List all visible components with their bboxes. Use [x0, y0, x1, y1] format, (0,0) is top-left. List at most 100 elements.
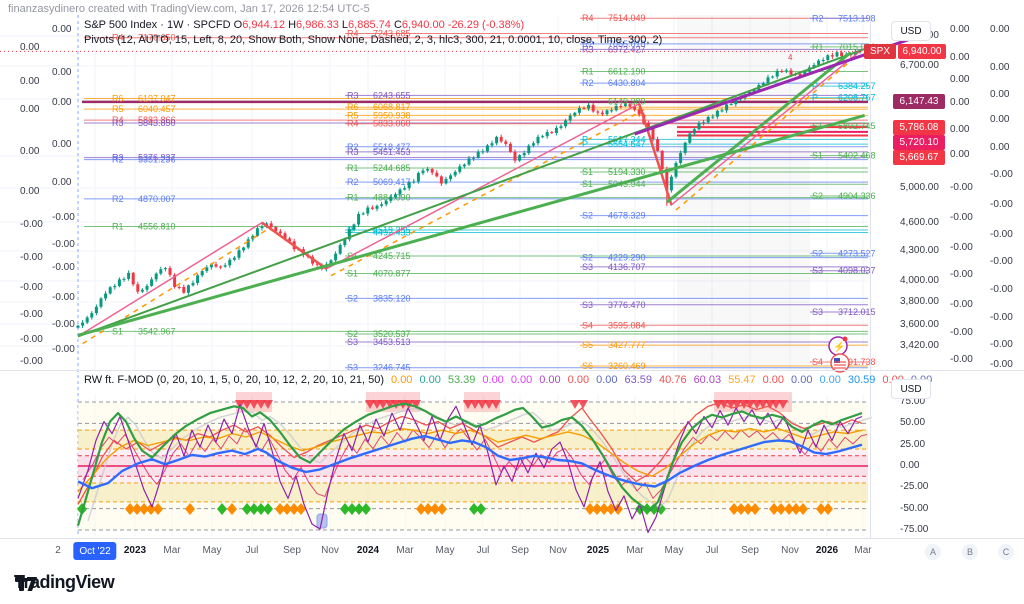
time-tick[interactable]: Jul — [705, 545, 719, 556]
time-tick[interactable]: Sep — [283, 545, 301, 556]
svg-text:R4: R4 — [582, 13, 594, 23]
last-price-badge: 6,940.00 — [898, 43, 946, 59]
time-tick[interactable]: May — [664, 545, 684, 556]
svg-text:R3: R3 — [347, 147, 359, 157]
time-tick[interactable]: 2023 — [123, 545, 147, 556]
svg-text:R2: R2 — [582, 39, 594, 49]
svg-text:S3: S3 — [582, 300, 593, 310]
svg-text:7243.685: 7243.685 — [373, 29, 411, 39]
indicator-title[interactable]: RW ft. F-MOD (0, 20, 10, 1, 5, 0, 20, 10… — [84, 374, 385, 386]
time-tick-partial[interactable]: 2 — [55, 545, 61, 556]
svg-text:S6: S6 — [582, 361, 593, 371]
price-tick[interactable]: 3,800.00 — [900, 296, 939, 308]
svg-text:3260.469: 3260.469 — [608, 361, 646, 371]
time-tick[interactable]: May — [435, 545, 455, 556]
zero-value-label: -0.00 — [990, 359, 1013, 370]
price-level-badge: 5,720.10 — [893, 135, 945, 150]
price-tick[interactable]: 3,600.00 — [900, 318, 939, 330]
svg-text:R4: R4 — [112, 115, 124, 125]
symbol-title[interactable]: S&P 500 Index — [84, 19, 158, 31]
zero-value-label: 0.00 — [20, 42, 40, 53]
price-tick[interactable]: 3,420.00 — [900, 340, 939, 352]
svg-text:3291.738: 3291.738 — [838, 357, 876, 367]
svg-text:R6: R6 — [347, 102, 359, 112]
main-legend[interactable]: S&P 500 Index · 1W · SPCFD O6,944.12 H6,… — [84, 19, 662, 46]
time-tick[interactable]: 2025 — [586, 545, 610, 556]
svg-text:S2: S2 — [812, 248, 823, 258]
indicator-tick[interactable]: -25.00 — [900, 481, 929, 493]
svg-text:4556.810: 4556.810 — [138, 222, 176, 232]
tradingview-logo[interactable]: TradingView — [14, 572, 115, 593]
time-tick[interactable]: Nov — [781, 545, 799, 556]
svg-text:R1: R1 — [112, 222, 124, 232]
time-tick[interactable]: Nov — [321, 545, 339, 556]
indicator-tick[interactable]: 25.00 — [900, 438, 926, 450]
indicator-tick[interactable]: 50.00 — [900, 417, 926, 429]
svg-text:4245.715: 4245.715 — [373, 251, 411, 261]
axis-button-a[interactable]: A — [925, 544, 941, 560]
svg-text:3427.777: 3427.777 — [608, 340, 646, 350]
interval-label[interactable]: 1W — [166, 19, 184, 31]
svg-text:5351.236: 5351.236 — [138, 155, 176, 165]
us-flag-icon — [830, 353, 850, 373]
time-tick[interactable]: Nov — [549, 545, 567, 556]
svg-text:4070.877: 4070.877 — [373, 269, 411, 279]
svg-text:S5: S5 — [582, 340, 593, 350]
svg-text:5617.344: 5617.344 — [608, 134, 646, 144]
zero-value-label: 0.00 — [52, 97, 72, 108]
svg-text:5518.477: 5518.477 — [373, 142, 411, 152]
time-tick[interactable]: Jul — [476, 545, 490, 556]
tradingview-logo-icon — [15, 577, 37, 591]
indicator-tick[interactable]: -50.00 — [900, 502, 929, 514]
svg-text:R5: R5 — [347, 110, 359, 120]
svg-text:4136.707: 4136.707 — [608, 262, 646, 272]
zero-value-label: -0.00 — [950, 242, 973, 253]
zero-value-label: 0.00 — [950, 124, 970, 135]
time-tick[interactable]: May — [202, 545, 222, 556]
time-tick[interactable]: Mar — [626, 545, 644, 556]
svg-text:3595.084: 3595.084 — [608, 320, 646, 330]
time-tick[interactable]: Sep — [741, 545, 759, 556]
time-tick[interactable]: Jul — [245, 545, 259, 556]
axis-button-b[interactable]: B — [962, 544, 978, 560]
pane-separator[interactable] — [0, 370, 1024, 371]
zero-value-label: -0.00 — [52, 292, 75, 303]
time-tick[interactable]: 2026 — [815, 545, 839, 556]
svg-text:R1: R1 — [582, 66, 594, 76]
time-highlight-badge[interactable]: Oct '22 — [73, 542, 117, 560]
indicator-currency-button[interactable]: USD — [891, 379, 931, 399]
exchange-label: SPCFD — [193, 19, 231, 31]
indicator-value: 0.00 — [596, 374, 618, 386]
svg-text:4904.336: 4904.336 — [838, 191, 876, 201]
svg-text:S1: S1 — [812, 121, 823, 131]
price-tick[interactable]: 4,300.00 — [900, 244, 939, 256]
time-tick[interactable]: Sep — [511, 545, 529, 556]
svg-text:3835.120: 3835.120 — [373, 293, 411, 303]
indicator-tick[interactable]: 75.00 — [900, 396, 926, 408]
price-tick[interactable]: 6,700.00 — [900, 60, 939, 71]
price-tick[interactable]: 5,000.00 — [900, 181, 939, 193]
indicator-value: 0.00 — [762, 374, 785, 386]
pivot-settings-row[interactable]: Pivots (12, AUTO, 15, Left, 8, 20, Show … — [84, 34, 663, 46]
indicator-tick[interactable]: -75.00 — [900, 523, 929, 535]
indicator-tick[interactable]: 0.00 — [900, 460, 920, 471]
high-value: 6,986.33 — [296, 19, 339, 31]
svg-text:5402.468: 5402.468 — [838, 151, 876, 161]
time-tick[interactable]: Mar — [163, 545, 181, 556]
zero-value-label: 0.00 — [950, 97, 970, 108]
price-tick[interactable]: 4,600.00 — [900, 216, 939, 228]
price-tick[interactable]: 4,000.00 — [900, 274, 939, 286]
zero-value-label: -0.00 — [20, 282, 43, 293]
time-tick[interactable]: 2024 — [356, 545, 380, 556]
svg-text:6243.655: 6243.655 — [373, 90, 411, 100]
main-currency-button[interactable]: USD — [891, 21, 931, 41]
low-label: L — [341, 19, 349, 31]
time-tick[interactable]: Mar — [396, 545, 414, 556]
svg-text:7170.650: 7170.650 — [138, 33, 176, 43]
price-scale-border[interactable] — [870, 15, 871, 538]
indicator-legend[interactable]: RW ft. F-MOD (0, 20, 10, 1, 5, 0, 20, 10… — [84, 374, 932, 386]
time-tick[interactable]: Mar — [854, 545, 872, 556]
svg-text:6612.190: 6612.190 — [608, 66, 646, 76]
axis-button-c[interactable]: C — [998, 544, 1014, 560]
